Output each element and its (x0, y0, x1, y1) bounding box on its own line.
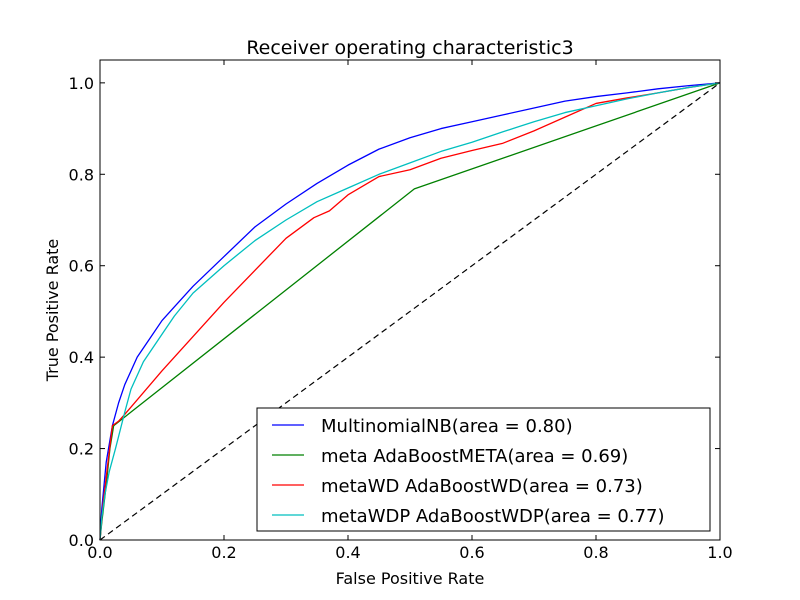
legend-entry-1: MultinomialNB(area = 0.80) (321, 416, 573, 437)
x-tick-label: 0.6 (459, 543, 484, 562)
x-tick-label: 1.0 (707, 543, 732, 562)
y-tick-label: 0.0 (69, 531, 94, 550)
y-tick-label: 1.0 (69, 74, 94, 93)
x-tick-label: 0.2 (211, 543, 236, 562)
plot-area (99, 82, 721, 541)
legend-box (256, 407, 711, 532)
x-tick-label: 0.4 (335, 543, 360, 562)
series-line-3 (99, 82, 721, 541)
chart-title: Receiver operating characteristic3 (246, 37, 573, 59)
x-tick-label: 0.8 (583, 543, 608, 562)
x-tick-label: 0.0 (87, 543, 112, 562)
series-line-4 (99, 82, 721, 541)
legend-entry-4: metaWDP AdaBoostWDP(area = 0.77) (321, 506, 665, 527)
legend: MultinomialNB(area = 0.80) meta AdaBoostM… (256, 407, 711, 532)
series-line-1 (99, 82, 721, 541)
y-tick-label: 0.6 (69, 257, 94, 276)
axis-ticks: 0.0 0.2 0.4 0.6 0.8 1.0 0.0 0.2 0.4 0.6 0.8 1.0 (69, 60, 733, 562)
y-tick-label: 0.4 (69, 348, 94, 367)
legend-entry-3: metaWD AdaBoostWD(area = 0.73) (321, 476, 643, 497)
y-tick-label: 0.8 (69, 165, 94, 184)
y-axis-label: True Positive Rate (43, 239, 62, 383)
plot-frame (99, 59, 721, 541)
x-axis-label: False Positive Rate (336, 569, 485, 588)
diagonal-reference-line (99, 82, 721, 541)
legend-entry-2: meta AdaBoostMETA(area = 0.69) (321, 446, 628, 467)
y-tick-label: 0.2 (69, 440, 94, 459)
